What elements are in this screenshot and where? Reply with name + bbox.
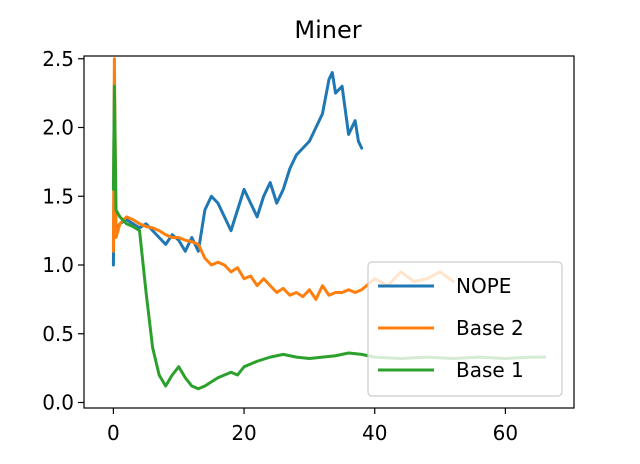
legend-label: Base 2 [456,316,524,340]
plot-frame [83,55,575,409]
x-tick-label: 40 [362,421,387,445]
legend-label: Base 1 [456,358,524,382]
series-line-base-2 [111,57,455,301]
y-tick-label: 2.0 [42,116,74,140]
x-tick-label: 60 [493,421,518,445]
y-tick-label: 0.0 [42,391,74,415]
chart-title: Miner [294,16,361,44]
x-tick-label: 0 [107,421,120,445]
y-tick-label: 2.5 [42,47,74,71]
y-tick-label: 1.0 [42,253,74,277]
legend: NOPE Base 2 Base 1 [367,261,563,397]
x-tick-label: 20 [231,421,256,445]
y-axis: 0.0 0.5 1.0 1.5 2.0 2.5 [42,47,84,415]
y-tick-label: 0.5 [42,322,74,346]
y-tick-label: 1.5 [42,184,74,208]
series-line-nope [111,71,364,267]
legend-box [367,261,563,397]
x-axis: 0 20 40 60 [107,408,518,445]
legend-label: NOPE [456,274,511,298]
